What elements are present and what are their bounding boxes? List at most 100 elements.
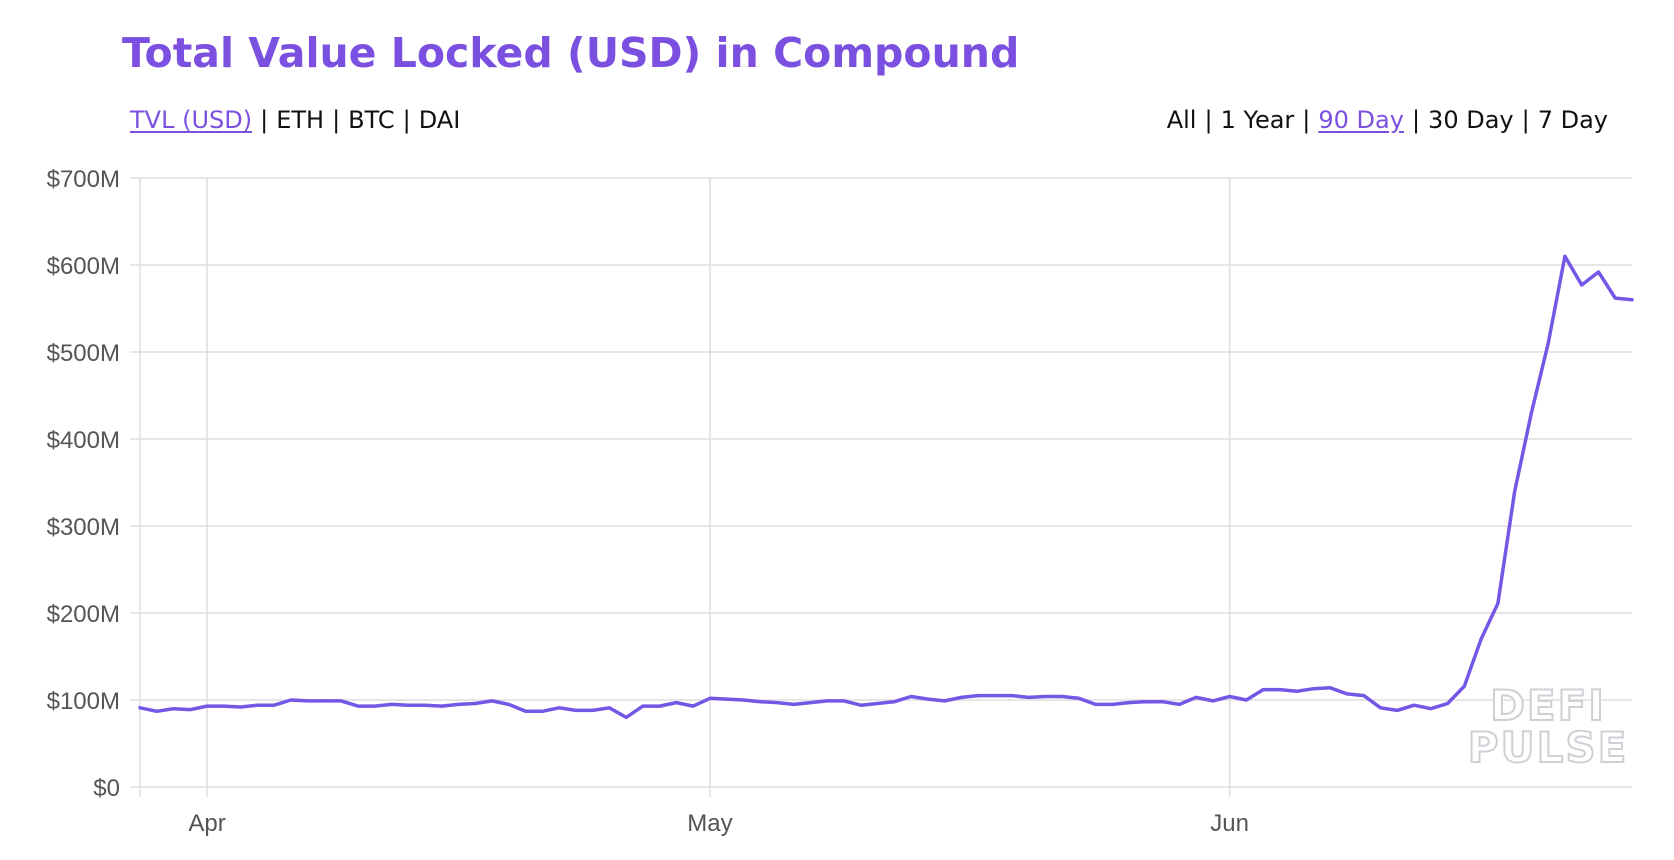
- data-point[interactable]: [1630, 298, 1634, 301]
- data-point[interactable]: [1597, 270, 1600, 274]
- data-point[interactable]: [172, 707, 175, 710]
- data-point[interactable]: [289, 698, 293, 702]
- data-point[interactable]: [1530, 411, 1533, 415]
- data-point[interactable]: [1563, 255, 1567, 258]
- data-point[interactable]: [256, 704, 259, 707]
- data-point[interactable]: [1127, 701, 1131, 704]
- data-point[interactable]: [1463, 684, 1466, 688]
- data-point[interactable]: [1412, 704, 1416, 707]
- data-point[interactable]: [625, 716, 628, 719]
- range-tab-90-day[interactable]: 90 Day: [1318, 106, 1404, 134]
- data-point[interactable]: [1614, 296, 1617, 300]
- data-point[interactable]: [390, 703, 393, 706]
- data-point[interactable]: [608, 706, 611, 709]
- data-point[interactable]: [876, 702, 879, 705]
- data-point[interactable]: [859, 704, 863, 707]
- data-point[interactable]: [1044, 695, 1047, 698]
- data-point[interactable]: [1580, 283, 1583, 287]
- data-point[interactable]: [1547, 342, 1550, 345]
- data-point[interactable]: [1362, 694, 1366, 697]
- data-point[interactable]: [1396, 709, 1399, 712]
- metric-tab-btc[interactable]: BTC: [348, 106, 395, 134]
- data-point[interactable]: [1329, 686, 1332, 689]
- data-point[interactable]: [239, 705, 242, 709]
- data-point[interactable]: [1262, 688, 1265, 691]
- data-point[interactable]: [775, 701, 779, 704]
- data-point[interactable]: [692, 704, 695, 708]
- data-point[interactable]: [557, 706, 561, 709]
- data-point[interactable]: [507, 703, 510, 706]
- data-point[interactable]: [943, 699, 946, 703]
- metric-tab-eth[interactable]: ETH: [276, 106, 325, 134]
- range-tab-7-day[interactable]: 7 Day: [1537, 106, 1608, 134]
- data-point[interactable]: [1295, 690, 1298, 693]
- data-point[interactable]: [893, 700, 896, 703]
- data-point[interactable]: [541, 710, 544, 713]
- data-point[interactable]: [960, 696, 963, 699]
- data-point[interactable]: [474, 702, 477, 705]
- data-point[interactable]: [205, 704, 209, 708]
- data-point[interactable]: [977, 694, 980, 697]
- data-point[interactable]: [1027, 696, 1030, 699]
- data-point[interactable]: [1429, 707, 1433, 710]
- data-point[interactable]: [340, 699, 343, 703]
- data-point[interactable]: [574, 709, 578, 712]
- data-point[interactable]: [909, 695, 913, 698]
- data-point[interactable]: [826, 699, 829, 703]
- data-point[interactable]: [306, 699, 309, 703]
- data-point[interactable]: [1178, 703, 1181, 706]
- data-point[interactable]: [1379, 706, 1382, 709]
- data-point[interactable]: [1111, 703, 1114, 706]
- data-point[interactable]: [1245, 698, 1248, 702]
- data-point[interactable]: [323, 699, 326, 703]
- data-point[interactable]: [809, 701, 812, 704]
- data-point[interactable]: [138, 706, 142, 709]
- data-point[interactable]: [1278, 688, 1282, 691]
- data-point[interactable]: [993, 694, 997, 697]
- range-tab-1-year[interactable]: 1 Year: [1220, 106, 1295, 134]
- data-point[interactable]: [440, 704, 443, 708]
- data-point[interactable]: [1312, 687, 1315, 690]
- range-tab-30-day[interactable]: 30 Day: [1428, 106, 1514, 134]
- metric-tab-tvl-usd[interactable]: TVL (USD): [130, 106, 253, 134]
- data-point[interactable]: [1496, 602, 1500, 605]
- data-point[interactable]: [675, 701, 678, 704]
- metric-tab-dai[interactable]: DAI: [418, 106, 461, 134]
- data-point[interactable]: [524, 710, 527, 713]
- data-point[interactable]: [926, 697, 930, 701]
- data-point[interactable]: [189, 708, 192, 711]
- data-point[interactable]: [1094, 703, 1097, 706]
- data-point[interactable]: [1345, 692, 1349, 696]
- data-point[interactable]: [373, 704, 376, 708]
- data-point[interactable]: [1077, 697, 1081, 700]
- data-point[interactable]: [1144, 700, 1148, 703]
- data-point[interactable]: [457, 703, 460, 706]
- data-point[interactable]: [1446, 702, 1449, 705]
- data-point[interactable]: [356, 704, 360, 708]
- data-point[interactable]: [222, 704, 225, 708]
- data-point[interactable]: [792, 703, 795, 706]
- data-point[interactable]: [1211, 699, 1215, 703]
- data-point[interactable]: [1010, 694, 1013, 697]
- data-point[interactable]: [1194, 696, 1198, 699]
- data-point[interactable]: [155, 710, 158, 713]
- data-point[interactable]: [1228, 695, 1231, 698]
- data-point[interactable]: [1161, 700, 1164, 703]
- data-point[interactable]: [641, 704, 645, 708]
- data-point[interactable]: [708, 697, 712, 700]
- data-point[interactable]: [423, 704, 427, 707]
- data-point[interactable]: [742, 698, 745, 702]
- data-point[interactable]: [1513, 490, 1516, 493]
- range-tab-all[interactable]: All: [1166, 106, 1197, 134]
- data-point[interactable]: [490, 699, 494, 703]
- data-point[interactable]: [842, 699, 846, 703]
- data-point[interactable]: [272, 704, 276, 707]
- data-point[interactable]: [725, 697, 728, 701]
- series-line-tvl[interactable]: [138, 254, 1634, 720]
- data-point[interactable]: [658, 704, 661, 708]
- data-point[interactable]: [407, 704, 410, 707]
- data-point[interactable]: [1479, 637, 1483, 641]
- data-point[interactable]: [759, 700, 762, 703]
- data-point[interactable]: [591, 709, 594, 712]
